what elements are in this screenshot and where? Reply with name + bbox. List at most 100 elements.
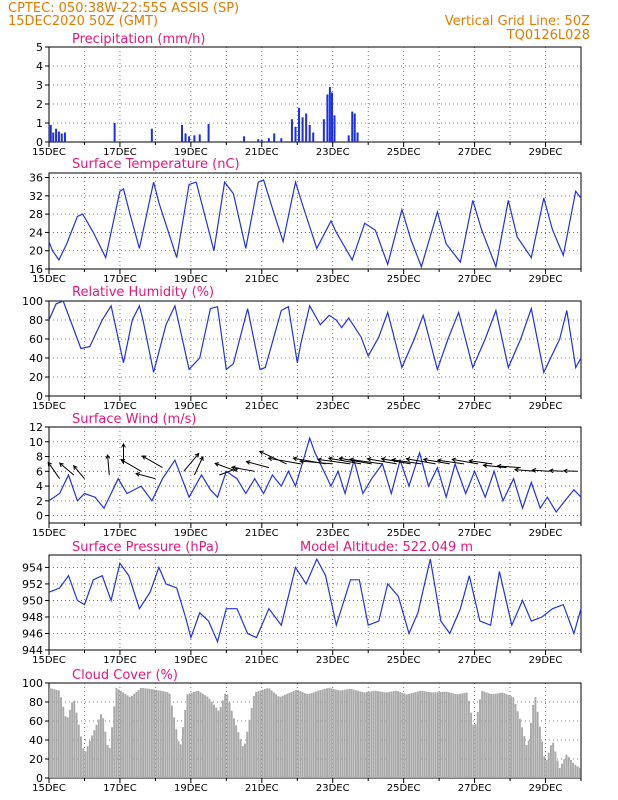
cloud-bar [439, 691, 442, 778]
cloud-bar [346, 689, 348, 778]
cloud-bar [361, 691, 364, 778]
cloud-bar [235, 725, 238, 778]
x-tick-label: 25DEC [387, 147, 421, 158]
cloud-bar [64, 716, 67, 778]
y-tick-label: 60 [29, 333, 43, 346]
cloud-bar [379, 691, 382, 778]
cloud-bar [334, 689, 337, 778]
wind-arrow-shaft [452, 458, 479, 465]
wind-arrow-head [548, 468, 554, 474]
panel-temp: 16 20 24 28 32 36 15DEC 17DEC 19DEC 21DEC 23DEC 25D… [29, 157, 582, 285]
cloud-bar [272, 692, 275, 778]
y-tick-label: 40 [29, 352, 43, 365]
cloud-bar [532, 704, 535, 778]
precip-bar [347, 135, 350, 142]
y-tick-label: 0 [36, 510, 43, 523]
precip-bar [257, 139, 260, 142]
wind-arrow [327, 456, 362, 465]
x-tick-label: 27DEC [458, 528, 492, 539]
cloud-bar [479, 699, 481, 778]
wind-arrow-shaft [300, 460, 333, 465]
cloud-bar [113, 706, 116, 778]
wind-arrow-head [194, 452, 200, 458]
cloud-bar [195, 691, 198, 778]
cloud-bar [368, 691, 371, 778]
cloud-bar [521, 727, 524, 778]
x-tick-label: 15DEC [32, 274, 66, 285]
cloud-bar [432, 692, 435, 778]
wind-arrow [482, 463, 507, 469]
y-tick-label: 944 [22, 644, 43, 657]
cloud-bar [199, 692, 202, 778]
cloud-bar [168, 693, 171, 778]
wind-arrow-shaft [339, 457, 372, 465]
precip-bar [150, 128, 153, 142]
cloud-bar [512, 697, 515, 778]
rh-series-line [48, 300, 582, 375]
precip-bar [49, 124, 52, 142]
wind-arrow [47, 461, 61, 479]
cloud-bar [421, 690, 424, 778]
wind-arrow-shaft [469, 460, 493, 465]
cloud-bar [359, 691, 362, 778]
wind-arrow-head [468, 458, 474, 464]
cloud-bar [295, 690, 297, 778]
wind-arrow-head [513, 467, 519, 473]
cloud-bar [330, 688, 333, 778]
wind-arrow-head [338, 456, 344, 462]
plot-frame [48, 300, 582, 397]
wind-arrow-head [451, 457, 457, 463]
cloud-bar [416, 691, 419, 778]
wind-arrow [258, 450, 287, 465]
precip-bar [55, 128, 58, 142]
cloud-bar [350, 688, 353, 778]
cloud-bar [264, 689, 266, 778]
cloud-bar [133, 693, 136, 778]
wind-arrow-head [380, 457, 386, 462]
wind-arrow [366, 457, 397, 465]
cloud-bar [144, 688, 147, 778]
cloud-bar [561, 763, 563, 778]
model-altitude-annotation: Model Altitude: 522.049 m [300, 540, 473, 555]
x-tick-label: 21DEC [245, 528, 279, 539]
x-tick-label: 29DEC [529, 401, 563, 412]
cloud-bar [104, 731, 107, 778]
cloud-bar [252, 696, 255, 778]
cloud-bar [363, 692, 366, 778]
x-tick-label: 21DEC [245, 401, 279, 412]
cloud-bar [390, 691, 393, 778]
x-tick-label: 29DEC [529, 783, 563, 794]
cloud-bar [162, 691, 164, 778]
cloud-bar [319, 690, 322, 778]
cloud-bar [84, 751, 87, 778]
y-tick-label: 100 [22, 677, 43, 690]
cloud-bar [80, 736, 82, 778]
cloud-bar [494, 693, 497, 778]
cloud-bar [492, 694, 495, 778]
x-tick-label: 15DEC [32, 401, 66, 412]
cloud-bar [365, 692, 368, 778]
precip-bar [273, 133, 276, 142]
y-tick-label: 1 [36, 117, 43, 130]
wind-arrow [230, 465, 255, 472]
cloud-bar [538, 726, 541, 778]
cloud-bar [408, 693, 411, 778]
cloud-bar [131, 695, 133, 778]
x-tick-label: 25DEC [387, 401, 421, 412]
cloud-bar [410, 693, 413, 778]
x-tick-label: 25DEC [387, 274, 421, 285]
wind-arrow [513, 467, 535, 473]
wind-arrow [267, 456, 301, 465]
wind-arrow-head [258, 450, 264, 455]
cloud-bar [153, 689, 156, 778]
wind-arrow [451, 457, 479, 465]
cloud-bar [224, 693, 227, 778]
wind-arrow [348, 457, 383, 465]
cloud-bar [66, 717, 69, 778]
precip-bar [328, 86, 331, 142]
wind-arrow-head [422, 457, 428, 463]
cloud-bar [317, 690, 320, 778]
wind-arrow-shaft [328, 457, 362, 465]
wind-arrow-shaft [268, 457, 301, 465]
wind-arrow-shaft [73, 465, 85, 480]
